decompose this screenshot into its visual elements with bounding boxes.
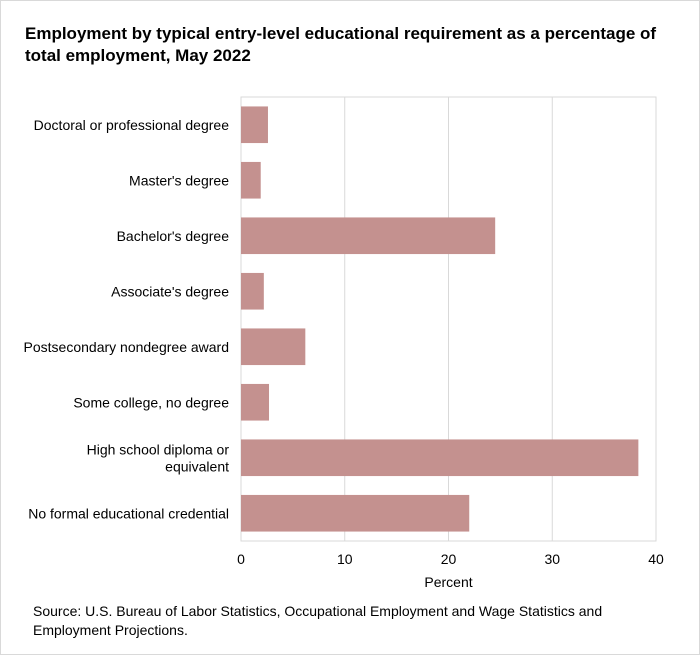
category-label: Bachelor's degree bbox=[117, 228, 230, 244]
x-axis-tick-labels: 0 10 20 30 40 bbox=[237, 551, 664, 567]
category-label: Some college, no degree bbox=[73, 394, 229, 410]
category-label: Master's degree bbox=[129, 172, 229, 188]
category-label: High school diploma or equivalent bbox=[87, 441, 230, 474]
x-tick-label: 30 bbox=[544, 551, 560, 567]
x-axis-title: Percent bbox=[424, 574, 472, 590]
source-note: Source: U.S. Bureau of Labor Statistics,… bbox=[33, 603, 603, 638]
category-label: Postsecondary nondegree award bbox=[24, 339, 229, 355]
category-label: Associate's degree bbox=[111, 283, 229, 299]
bars bbox=[241, 106, 639, 532]
bar bbox=[241, 106, 268, 144]
x-tick-label: 20 bbox=[441, 551, 457, 567]
category-label: No formal educational credential bbox=[28, 505, 229, 521]
bar bbox=[241, 439, 639, 477]
x-tick-label: 40 bbox=[648, 551, 664, 567]
bar bbox=[241, 217, 496, 255]
bar bbox=[241, 494, 470, 532]
chart-title: Employment by typical entry-level educat… bbox=[25, 24, 657, 65]
category-label: Doctoral or professional degree bbox=[34, 117, 230, 133]
bar bbox=[241, 328, 306, 366]
bar bbox=[241, 383, 270, 421]
category-labels: Doctoral or professional degree Master's … bbox=[24, 117, 230, 522]
x-tick-label: 10 bbox=[337, 551, 353, 567]
bar bbox=[241, 272, 264, 310]
plot-area-border bbox=[240, 96, 657, 542]
bar bbox=[241, 161, 261, 199]
x-tick-label: 0 bbox=[237, 551, 245, 567]
